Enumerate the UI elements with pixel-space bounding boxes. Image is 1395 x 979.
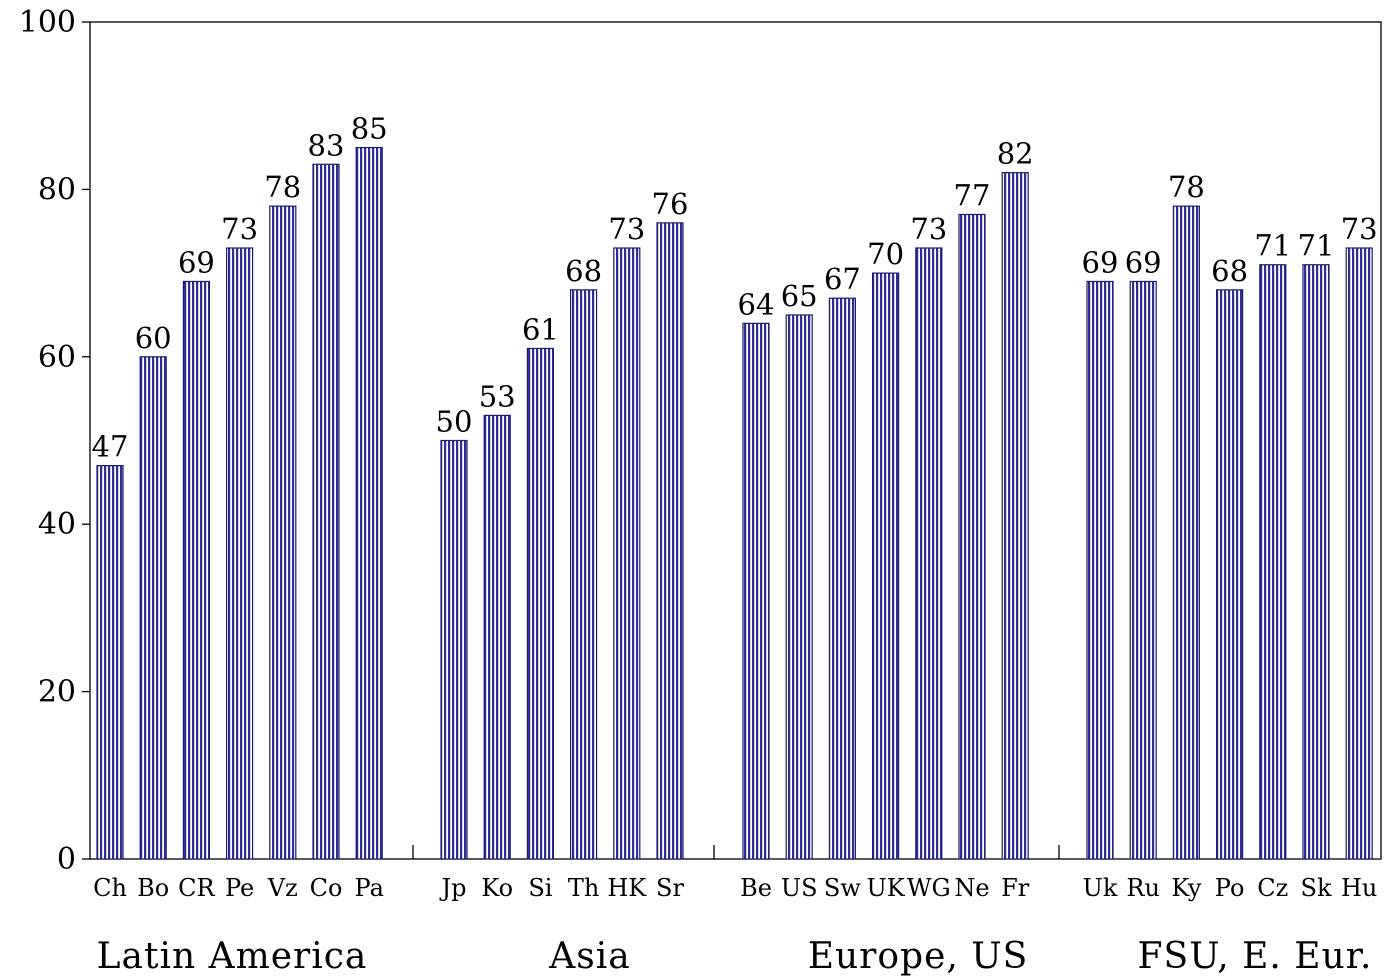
- category-label: Si: [528, 874, 552, 902]
- bar: [1086, 280, 1114, 860]
- category-label: HK: [607, 874, 647, 902]
- data-label: 73: [910, 212, 947, 246]
- plot-frame: [89, 21, 1382, 860]
- category-label: Sk: [1301, 874, 1332, 902]
- bar: [613, 247, 641, 860]
- category-label: Co: [310, 874, 343, 902]
- data-label: 76: [652, 187, 689, 221]
- data-label: 60: [135, 321, 172, 355]
- y-tick-label: 0: [57, 842, 76, 877]
- category-label: UK: [867, 874, 906, 902]
- data-label: 53: [479, 379, 516, 413]
- bar: [355, 146, 383, 860]
- category-label: Ky: [1171, 874, 1201, 902]
- bar: [569, 289, 598, 860]
- y-tick-label: 100: [19, 5, 76, 40]
- data-label: 71: [1298, 229, 1335, 263]
- data-label: 77: [954, 179, 991, 213]
- group-label: Latin America: [97, 936, 368, 977]
- data-label: 78: [264, 170, 301, 204]
- category-label: Th: [568, 874, 599, 902]
- bar: [526, 347, 555, 860]
- bars: [96, 146, 1373, 860]
- category-label: Uk: [1083, 874, 1118, 902]
- category-label: Pe: [225, 874, 254, 902]
- bar: [871, 272, 900, 860]
- data-label: 67: [824, 262, 861, 296]
- data-label: 69: [178, 245, 215, 279]
- data-label: 78: [1168, 170, 1205, 204]
- bar: [742, 322, 770, 860]
- bar: [139, 356, 167, 860]
- data-label: 64: [738, 287, 775, 321]
- category-label: Hu: [1341, 874, 1377, 902]
- bar: [312, 163, 340, 860]
- bar: [182, 280, 210, 860]
- category-label: Sw: [824, 874, 861, 902]
- category-label: Fr: [1001, 874, 1030, 902]
- data-label: 68: [565, 254, 602, 288]
- data-label: 85: [351, 112, 388, 146]
- bar: [915, 247, 943, 860]
- category-label: Jp: [439, 874, 467, 902]
- group-label: Europe, US: [808, 936, 1029, 977]
- category-label: Ko: [481, 874, 513, 902]
- category-label: Cz: [1257, 874, 1288, 902]
- category-label: Ru: [1126, 874, 1160, 902]
- bar: [1001, 172, 1029, 860]
- data-label: 73: [1341, 212, 1378, 246]
- data-label: 83: [308, 128, 345, 162]
- axes: 0 20 40 60 80 100: [19, 5, 1382, 877]
- bar: [1259, 264, 1287, 860]
- bar: [1302, 264, 1330, 860]
- category-label: Pa: [355, 874, 384, 902]
- category-label: WG: [907, 874, 951, 902]
- data-label: 73: [221, 212, 258, 246]
- category-label: Bo: [137, 874, 169, 902]
- category-label: CR: [178, 874, 215, 902]
- category-label: Ch: [93, 874, 127, 902]
- y-tick-label: 40: [38, 507, 76, 542]
- data-label: 73: [608, 212, 645, 246]
- category-label: Ne: [954, 874, 989, 902]
- bar: [226, 247, 254, 860]
- data-label: 69: [1082, 245, 1119, 279]
- bar: [656, 222, 684, 860]
- labels: 47 Ch 60 Bo 69 CR 73 Pe 78 Vz 83 Co 85 Pa Latin Americ…: [92, 112, 1378, 977]
- category-label: Sr: [656, 874, 684, 902]
- y-tick-label: 20: [38, 675, 76, 710]
- data-label: 70: [867, 237, 904, 271]
- bar: [785, 314, 813, 860]
- bar: [483, 414, 511, 860]
- data-label: 50: [436, 405, 473, 439]
- group-label: FSU, E. Eur.: [1138, 936, 1373, 977]
- bar: [269, 205, 297, 860]
- data-label: 65: [781, 279, 818, 313]
- y-tick-label: 80: [38, 172, 76, 207]
- data-label: 69: [1125, 245, 1162, 279]
- bar: [440, 439, 468, 860]
- bar: [958, 213, 986, 860]
- bar: [828, 297, 857, 860]
- group-label: Asia: [548, 936, 630, 977]
- data-label: 71: [1254, 229, 1291, 263]
- category-label: Vz: [267, 874, 298, 902]
- bar: [1215, 289, 1244, 860]
- bar: [1172, 205, 1201, 860]
- y-tick-label: 60: [38, 340, 76, 375]
- data-label: 47: [92, 430, 129, 464]
- category-label: Be: [740, 874, 772, 902]
- bar: [1345, 247, 1373, 860]
- bar: [96, 465, 124, 860]
- data-label: 82: [997, 137, 1034, 171]
- category-label: US: [781, 874, 818, 902]
- bar: [1129, 280, 1157, 860]
- data-label: 68: [1211, 254, 1248, 288]
- category-label: Po: [1215, 874, 1245, 902]
- data-label: 61: [522, 312, 559, 346]
